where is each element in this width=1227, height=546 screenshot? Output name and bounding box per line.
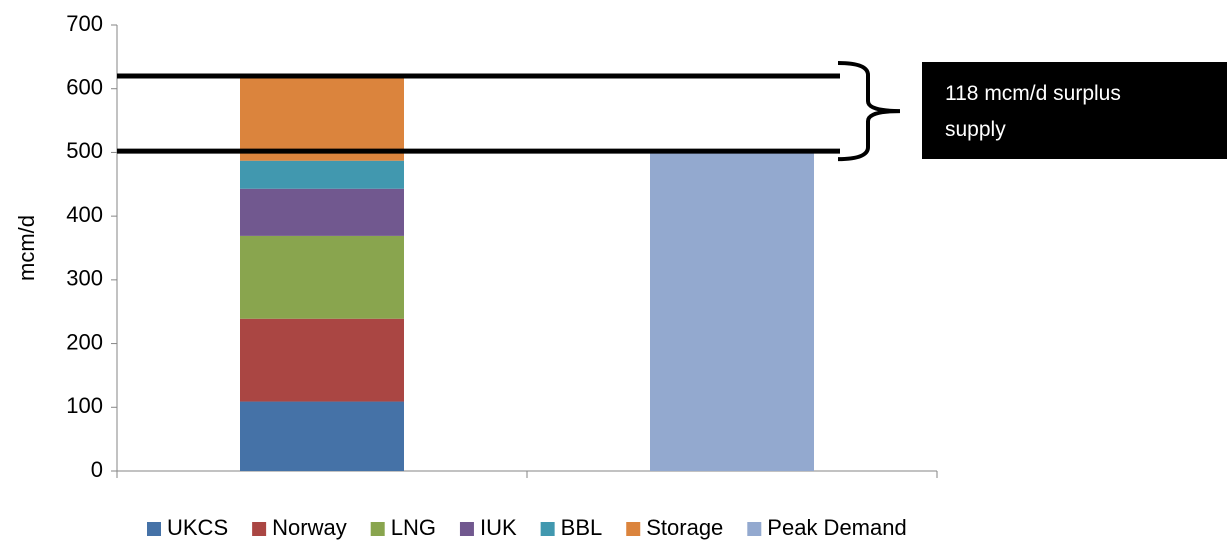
legend-label: Storage [646, 515, 723, 540]
bar-segment [240, 75, 404, 161]
bar-segment [240, 318, 404, 402]
legend-label: IUK [480, 515, 517, 540]
bar-segment [240, 235, 404, 319]
legend-label: Norway [272, 515, 347, 540]
y-tick-label: 700 [66, 11, 103, 36]
legend-label: LNG [391, 515, 436, 540]
bar-segment [240, 160, 404, 189]
legend-swatch [370, 522, 385, 536]
legend-label: UKCS [167, 515, 228, 540]
y-tick-label: 300 [66, 266, 103, 291]
legend-swatch [147, 522, 161, 536]
y-tick-label: 100 [66, 393, 103, 418]
y-tick-label: 500 [66, 138, 103, 163]
legend-swatch [459, 522, 474, 536]
legend-swatch [252, 522, 267, 536]
legend-label: BBL [561, 515, 603, 540]
y-tick-label: 400 [66, 202, 103, 227]
bar-segment [240, 401, 404, 471]
legend-swatch [626, 522, 641, 536]
y-tick-label: 0 [91, 457, 103, 482]
annotation-box [922, 62, 1227, 159]
y-axis-label: mcm/d [14, 215, 39, 281]
legend-swatch [747, 522, 762, 536]
bar-segment [650, 151, 814, 471]
brace [837, 60, 901, 162]
annotation: 118 mcm/d surplus supply [945, 82, 1121, 141]
legend-label: Peak Demand [767, 515, 906, 540]
y-tick-label: 600 [66, 75, 103, 100]
bar-segment [240, 188, 404, 236]
y-tick-label: 200 [66, 329, 103, 354]
legend-swatch [540, 522, 555, 536]
